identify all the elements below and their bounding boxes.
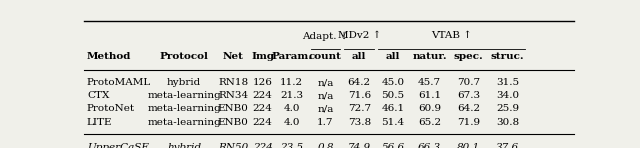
Text: 1.7: 1.7 [317, 118, 334, 127]
Text: 51.4: 51.4 [381, 118, 404, 127]
Text: 45.7: 45.7 [418, 78, 441, 87]
Text: all: all [352, 52, 367, 61]
Text: 31.5: 31.5 [496, 78, 519, 87]
Text: ENB0: ENB0 [218, 118, 249, 127]
Text: natur.: natur. [412, 52, 447, 61]
Text: 25.9: 25.9 [496, 104, 519, 113]
Text: 4.0: 4.0 [284, 118, 300, 127]
Text: n/a: n/a [317, 91, 333, 100]
Text: 72.7: 72.7 [348, 104, 371, 113]
Text: ProtoNet: ProtoNet [87, 104, 135, 113]
Text: 50.5: 50.5 [381, 91, 404, 100]
Text: VTAB ↑: VTAB ↑ [431, 32, 472, 41]
Text: 34.0: 34.0 [496, 91, 519, 100]
Text: CTX: CTX [87, 91, 109, 100]
Text: RN34: RN34 [218, 91, 248, 100]
Text: 60.9: 60.9 [418, 104, 441, 113]
Text: 74.9: 74.9 [348, 143, 371, 148]
Text: 61.1: 61.1 [418, 91, 441, 100]
Text: RN18: RN18 [218, 78, 248, 87]
Text: meta-learning: meta-learning [147, 118, 221, 127]
Text: MDv2 ↑: MDv2 ↑ [337, 32, 381, 41]
Text: 21.3: 21.3 [280, 91, 303, 100]
Text: 30.8: 30.8 [496, 118, 519, 127]
Text: struc.: struc. [491, 52, 524, 61]
Text: 67.3: 67.3 [458, 91, 481, 100]
Text: 46.1: 46.1 [381, 104, 404, 113]
Text: 11.2: 11.2 [280, 78, 303, 87]
Text: 224: 224 [253, 104, 273, 113]
Text: Img: Img [251, 52, 274, 61]
Text: 45.0: 45.0 [381, 78, 404, 87]
Text: 71.6: 71.6 [348, 91, 371, 100]
Text: n/a: n/a [317, 78, 333, 87]
Text: ENB0: ENB0 [218, 104, 249, 113]
Text: Protocol: Protocol [160, 52, 209, 61]
Text: n/a: n/a [317, 104, 333, 113]
Text: Net: Net [223, 52, 244, 61]
Text: meta-learning: meta-learning [147, 91, 221, 100]
Text: 126: 126 [253, 78, 273, 87]
Text: 4.0: 4.0 [284, 104, 300, 113]
Text: hybrid: hybrid [167, 143, 201, 148]
Text: 64.2: 64.2 [458, 104, 481, 113]
Text: 71.9: 71.9 [458, 118, 481, 127]
Text: 224: 224 [253, 91, 273, 100]
Text: 70.7: 70.7 [458, 78, 481, 87]
Text: 224: 224 [253, 143, 273, 148]
Text: 224: 224 [253, 118, 273, 127]
Text: meta-learning: meta-learning [147, 104, 221, 113]
Text: 37.6: 37.6 [496, 143, 519, 148]
Text: 80.1: 80.1 [458, 143, 481, 148]
Text: 23.5: 23.5 [280, 143, 303, 148]
Text: 73.8: 73.8 [348, 118, 371, 127]
Text: spec.: spec. [454, 52, 484, 61]
Text: 66.3: 66.3 [418, 143, 441, 148]
Text: Param.: Param. [271, 52, 312, 61]
Text: ProtoMAML: ProtoMAML [87, 78, 151, 87]
Text: Method: Method [87, 52, 131, 61]
Text: UpperCaSE: UpperCaSE [87, 143, 149, 148]
Text: 0.8: 0.8 [317, 143, 334, 148]
Text: count: count [309, 52, 342, 61]
Text: 64.2: 64.2 [348, 78, 371, 87]
Text: all: all [386, 52, 400, 61]
Text: hybrid: hybrid [167, 78, 202, 87]
Text: 65.2: 65.2 [418, 118, 441, 127]
Text: RN50: RN50 [218, 143, 248, 148]
Text: Adapt. ↓: Adapt. ↓ [302, 31, 349, 41]
Text: LITE: LITE [87, 118, 113, 127]
Text: 56.6: 56.6 [381, 143, 404, 148]
